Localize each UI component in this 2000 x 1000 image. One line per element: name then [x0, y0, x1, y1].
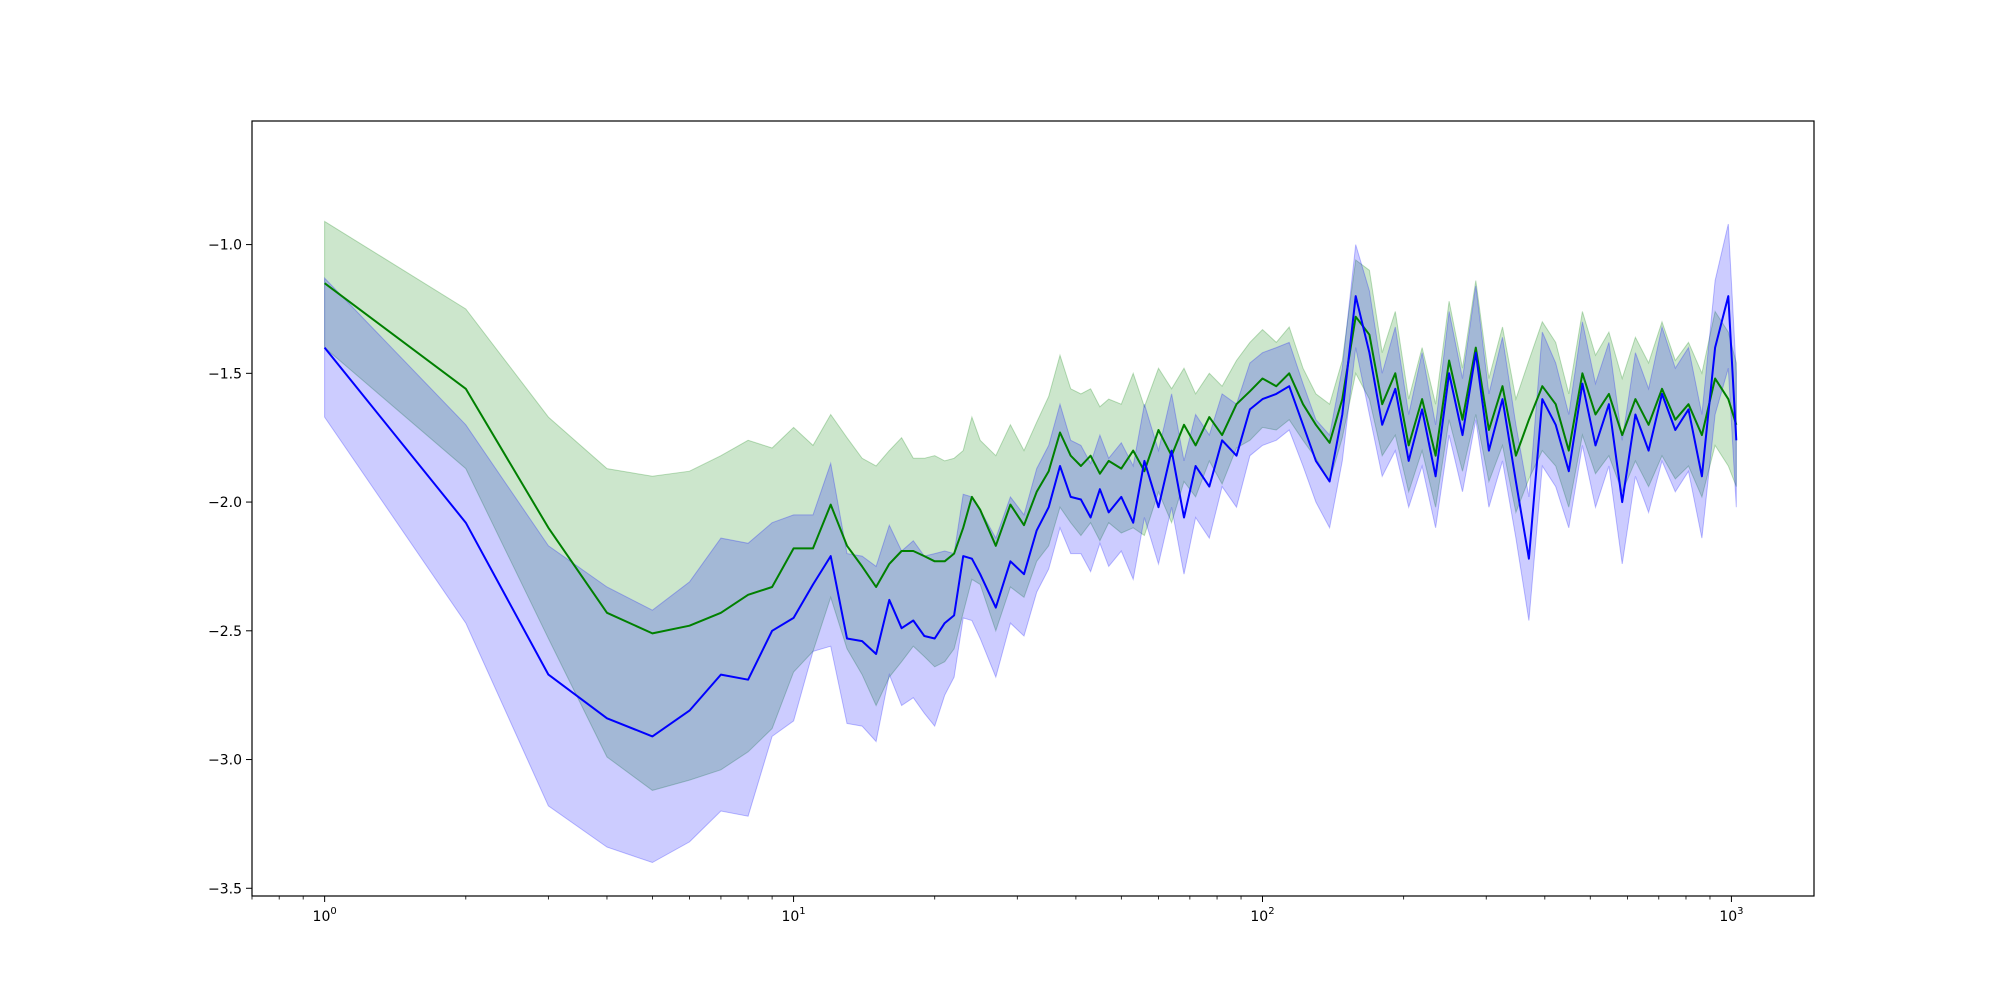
y-tick-label: −2.0	[208, 495, 242, 511]
x-tick-label: 102	[1250, 906, 1274, 925]
plot-area-frame	[251, 120, 1815, 897]
series-lines	[323, 282, 1738, 738]
series-1-line	[324, 282, 1738, 635]
x-tick-label: 101	[781, 906, 805, 925]
y-tick-label: −2.5	[208, 624, 242, 640]
y-axis: −1.0 −1.5 −2.0 −2.5 −3.0 −3.5	[208, 238, 252, 897]
series-2-line	[323, 295, 1738, 738]
x-axis: 100 101 102 103	[251, 896, 1744, 925]
x-tick-label: 103	[1719, 906, 1743, 925]
y-tick-label: −3.5	[208, 881, 242, 897]
y-tick-label: −1.0	[208, 238, 242, 254]
x-tick-label: 100	[313, 906, 337, 925]
y-tick-label: −3.0	[208, 753, 242, 769]
series-2-band	[324, 223, 1737, 864]
y-tick-label: −1.5	[208, 366, 242, 382]
